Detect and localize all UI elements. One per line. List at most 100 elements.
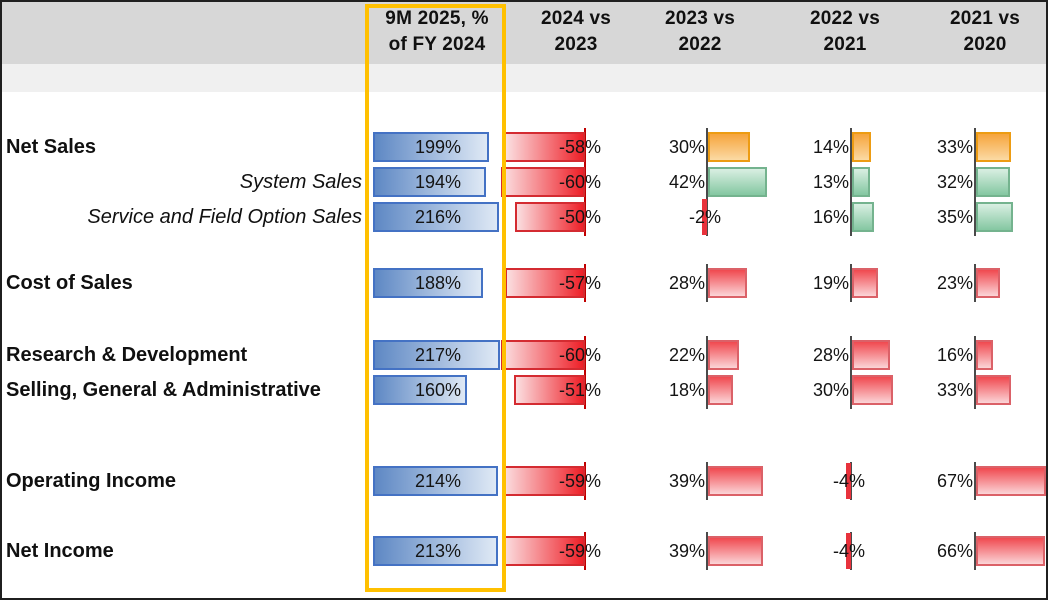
axis-line	[584, 198, 586, 236]
axis-line	[974, 462, 976, 500]
axis-line	[706, 163, 708, 201]
axis-line	[584, 336, 586, 374]
data-bar	[373, 202, 500, 232]
header-substrip	[0, 64, 1048, 92]
bar-value-label: 16%	[812, 207, 849, 227]
column-header-2022-vs-2021: 2022 vs 2021	[785, 6, 905, 58]
column-header-line2: 2021	[823, 34, 867, 55]
data-bar	[373, 466, 499, 496]
axis-line	[850, 462, 852, 500]
bar-value-label: 39%	[668, 541, 705, 561]
bar-value-label: -4%	[832, 541, 865, 561]
header-band	[0, 0, 1048, 64]
axis-line	[584, 371, 586, 409]
row-label: System Sales	[239, 171, 362, 193]
axis-line	[706, 264, 708, 302]
axis-line	[974, 128, 976, 166]
data-bar	[708, 132, 750, 162]
data-bar	[373, 340, 500, 370]
axis-line	[850, 128, 852, 166]
column-header-line2: 2023	[554, 34, 598, 55]
data-bar	[708, 536, 763, 566]
bar-value-label: 28%	[812, 345, 849, 365]
axis-line	[584, 264, 586, 302]
axis-line	[584, 462, 586, 500]
bar-value-label: 194%	[414, 172, 462, 192]
data-bar	[708, 466, 763, 496]
bar-value-label: 13%	[812, 172, 849, 192]
column-header-2023-vs-2022: 2023 vs 2022	[640, 6, 760, 58]
bar-value-label: -60%	[558, 172, 601, 192]
axis-line	[850, 371, 852, 409]
bar-value-label: 14%	[812, 137, 849, 157]
data-bar	[373, 375, 467, 405]
highlight-box	[365, 4, 506, 592]
data-bar	[513, 375, 585, 405]
bar-value-label: -60%	[558, 345, 601, 365]
bar-value-label: -4%	[832, 471, 865, 491]
axis-line	[706, 371, 708, 409]
data-bar	[852, 375, 893, 405]
data-bar	[373, 268, 483, 298]
axis-line	[974, 163, 976, 201]
bar-value-label: 28%	[668, 273, 705, 293]
axis-line	[706, 532, 708, 570]
column-header-2021-vs-2020: 2021 vs 2020	[925, 6, 1045, 58]
bar-value-label: -58%	[558, 137, 601, 157]
axis-line	[974, 336, 976, 374]
row-label: Cost of Sales	[6, 272, 133, 294]
bar-value-label: 42%	[668, 172, 705, 192]
data-bar	[976, 268, 1001, 298]
bar-value-label: 23%	[936, 273, 973, 293]
negative-sliver-bar	[702, 199, 707, 235]
negative-sliver-bar	[846, 533, 851, 569]
bar-value-label: 67%	[936, 471, 973, 491]
axis-line	[706, 462, 708, 500]
bar-value-label: 216%	[414, 207, 462, 227]
data-bar	[505, 268, 585, 298]
axis-line	[974, 532, 976, 570]
bar-value-label: 30%	[668, 137, 705, 157]
axis-line	[850, 198, 852, 236]
axis-line	[584, 532, 586, 570]
bar-value-label: 33%	[936, 380, 973, 400]
data-bar	[852, 132, 871, 162]
data-bar	[852, 202, 874, 232]
data-bar	[976, 202, 1013, 232]
data-bar	[976, 466, 1047, 496]
bar-value-label: -2%	[688, 207, 721, 227]
data-bar	[976, 167, 1010, 197]
axis-line	[850, 163, 852, 201]
column-header-line1: 9M 2025, %	[385, 8, 489, 29]
row-label: Net Sales	[6, 136, 97, 158]
axis-line	[850, 532, 852, 570]
bar-value-label: -59%	[558, 471, 601, 491]
data-bar	[708, 375, 734, 405]
data-bar	[503, 132, 585, 162]
data-bar	[502, 466, 585, 496]
axis-line	[706, 128, 708, 166]
bar-value-label: 160%	[414, 380, 462, 400]
data-bar	[515, 202, 585, 232]
axis-line	[706, 336, 708, 374]
bar-value-label: 188%	[414, 273, 462, 293]
column-header-9m-2025: 9M 2025, % of FY 2024	[368, 6, 506, 58]
bar-value-label: 217%	[414, 345, 462, 365]
bar-value-label: -59%	[558, 541, 601, 561]
axis-line	[584, 163, 586, 201]
data-bar	[502, 536, 585, 566]
bar-value-label: 32%	[936, 172, 973, 192]
data-bar	[976, 536, 1046, 566]
negative-sliver-bar	[846, 463, 851, 499]
data-bar	[976, 375, 1011, 405]
data-bar	[852, 167, 870, 197]
data-bar	[708, 340, 739, 370]
bar-value-label: -50%	[558, 207, 601, 227]
bar-value-label: 33%	[936, 137, 973, 157]
data-bar	[708, 268, 748, 298]
row-label: Net Income	[6, 540, 114, 562]
column-header-line1: 2022 vs	[809, 8, 881, 29]
bar-value-label: 19%	[812, 273, 849, 293]
bar-value-label: -57%	[558, 273, 601, 293]
